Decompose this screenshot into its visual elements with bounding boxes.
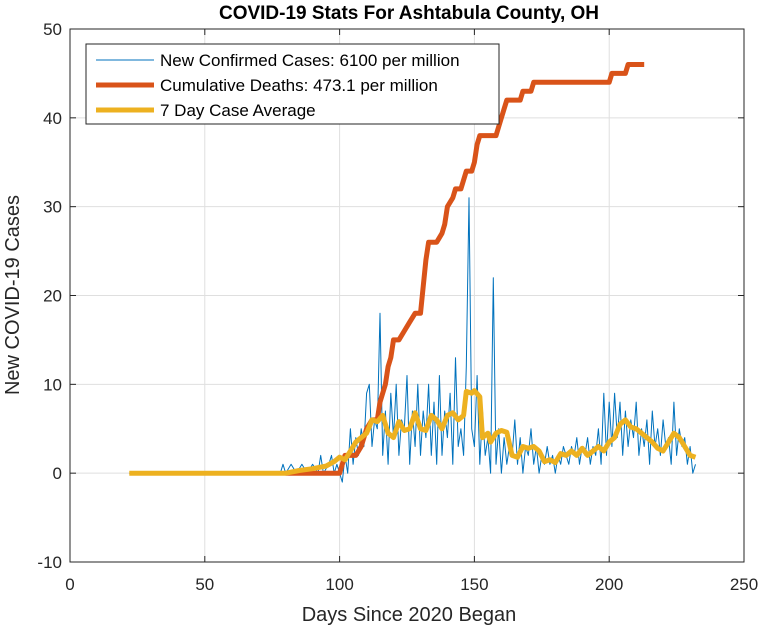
y-axis-label: New COVID-19 Cases [2, 195, 24, 395]
x-tick-label: 100 [325, 575, 353, 594]
legend-label-cumulative-deaths: Cumulative Deaths: 473.1 per million [160, 76, 438, 95]
x-tick-label: 200 [595, 575, 623, 594]
y-tick-label: 20 [43, 287, 62, 306]
legend: New Confirmed Cases: 6100 per million Cu… [85, 43, 500, 125]
y-tick-label: 30 [43, 198, 62, 217]
legend-label-7-day-average: 7 Day Case Average [160, 101, 316, 120]
x-tick-label: 150 [460, 575, 488, 594]
series-cumulative-deaths [285, 62, 645, 476]
y-tick-label: 50 [43, 20, 62, 39]
series-layer [129, 62, 697, 483]
y-tick-label: 0 [53, 464, 62, 483]
y-tick-label: 40 [43, 109, 62, 128]
y-tick-label: 10 [43, 375, 62, 394]
x-tick-label: 50 [195, 575, 214, 594]
series-7-day-case-average [129, 388, 697, 476]
chart-title: COVID-19 Stats For Ashtabula County, OH [219, 3, 599, 24]
legend-box [85, 43, 500, 125]
y-tick-label: -10 [37, 553, 62, 572]
x-tick-label: 0 [65, 575, 74, 594]
x-axis-label: Days Since 2020 Began [302, 604, 517, 626]
x-tick-label: 250 [730, 575, 758, 594]
legend-label-new-cases: New Confirmed Cases: 6100 per million [160, 51, 460, 70]
